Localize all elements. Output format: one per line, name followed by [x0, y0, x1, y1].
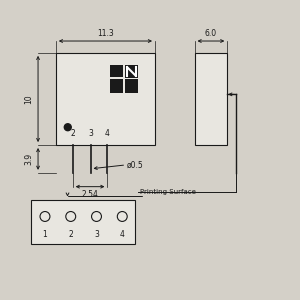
Text: 1: 1 [43, 230, 47, 239]
Text: 2.54: 2.54 [82, 190, 98, 199]
Circle shape [64, 124, 71, 131]
Text: 10: 10 [25, 94, 34, 104]
Bar [125, 65, 138, 78]
Text: 11.3: 11.3 [97, 28, 114, 38]
Text: 2: 2 [70, 129, 75, 138]
Text: 3: 3 [94, 230, 99, 239]
Bar [125, 79, 138, 92]
Bar [195, 53, 227, 145]
Circle shape [92, 212, 101, 221]
Text: 6.0: 6.0 [205, 28, 217, 38]
Text: Printing Surface: Printing Surface [140, 189, 196, 195]
Circle shape [117, 212, 127, 221]
Bar [110, 65, 123, 77]
Text: 3: 3 [88, 129, 93, 138]
Bar [56, 53, 155, 145]
Text: 4: 4 [120, 230, 125, 239]
Text: 3.9: 3.9 [25, 153, 34, 165]
Bar [31, 200, 135, 244]
Bar [110, 79, 123, 92]
Circle shape [40, 212, 50, 221]
Text: 4: 4 [105, 129, 110, 138]
Circle shape [66, 212, 76, 221]
Text: 2: 2 [68, 230, 73, 239]
Text: ø0.5: ø0.5 [127, 160, 144, 169]
